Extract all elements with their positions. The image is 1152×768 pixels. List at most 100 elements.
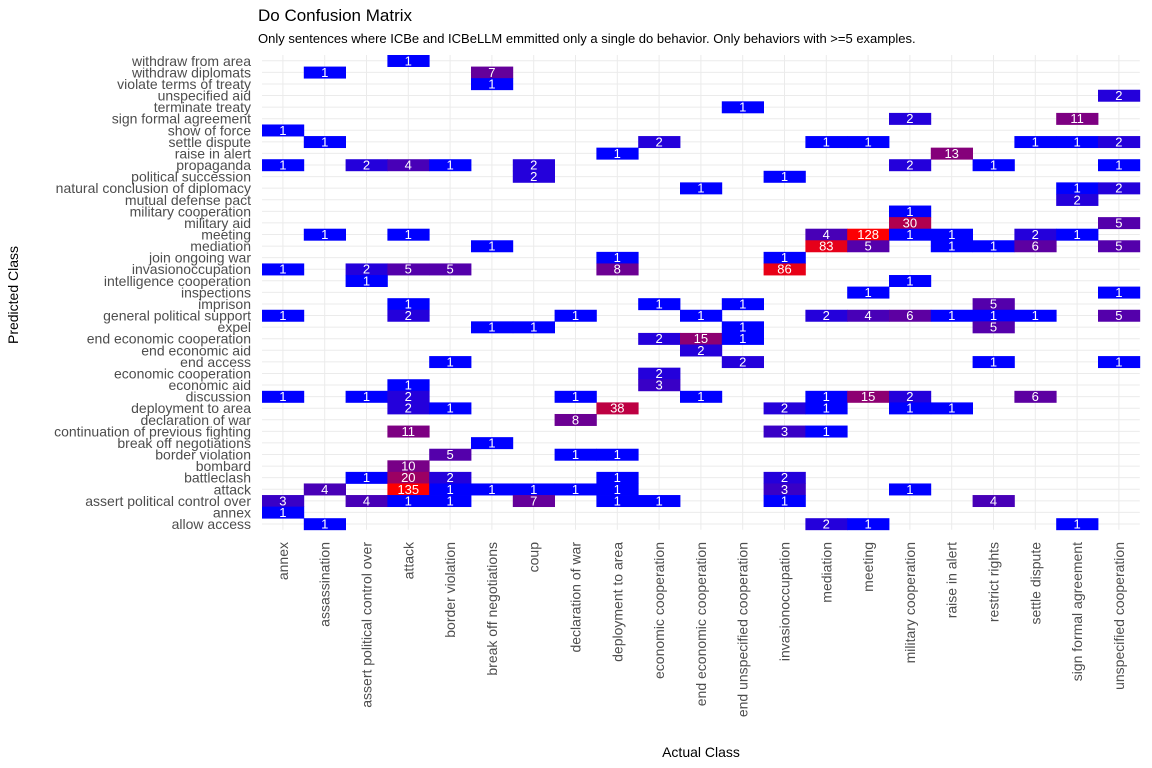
- cell-value-label: 4: [990, 493, 997, 508]
- heatmap-cell-natural-conclusion-of-diplomacy--sign-formal-agreement: [1056, 182, 1099, 195]
- heatmap-cell-deployment-to-area--military-cooperation: [889, 402, 932, 415]
- cell-value-label: 1: [823, 134, 830, 149]
- heatmap-cell-allow-access--sign-formal-agreement: [1056, 518, 1099, 531]
- cell-value-label: 1: [530, 482, 537, 497]
- heatmap-cells: [262, 55, 1141, 531]
- heatmap-cell-unspecified-aid--unspecified-cooperation: [1098, 89, 1141, 102]
- cell-value-label: 10: [401, 459, 415, 474]
- cell-value-label: 1: [1032, 308, 1039, 323]
- x-tick-label: end economic cooperation: [693, 542, 709, 706]
- y-tick-label: propaganda: [176, 157, 251, 173]
- cell-value-label: 8: [614, 262, 621, 277]
- cell-value-label: 4: [405, 158, 412, 173]
- heatmap-cell-deployment-to-area--mediation: [805, 402, 848, 415]
- y-tick-label: border violation: [155, 447, 251, 463]
- heatmap-cell-imprison--restrict-rights: [972, 298, 1015, 311]
- heatmap-cell-settle-dispute--assassination: [303, 136, 346, 149]
- heatmap-cell-border-violation--border-violation: [429, 448, 472, 461]
- heatmap-cell-intelligence-cooperation--assert-political-control-over: [345, 275, 388, 287]
- cell-value-label: 1: [1073, 227, 1080, 242]
- heatmap-cell-attack--assassination: [303, 483, 346, 496]
- heatmap-cell-meeting--raise-in-alert: [930, 228, 973, 241]
- cell-value-label: 2: [906, 111, 913, 126]
- heatmap-cell-meeting--meeting: [847, 228, 890, 241]
- y-tick-label: end access: [180, 354, 251, 370]
- heatmap-cell-invasionoccupation--annex: [262, 263, 305, 276]
- cell-value-label: 1: [614, 146, 621, 161]
- heatmap-cell-deployment-to-area--attack: [387, 402, 430, 415]
- y-tick-label: attack: [214, 481, 252, 497]
- x-tick-label: break off negotiations: [484, 542, 500, 676]
- heatmap-cell-natural-conclusion-of-diplomacy--unspecified-cooperation: [1098, 182, 1141, 195]
- y-tick-label: raise in alert: [175, 145, 251, 161]
- y-tick-label: end economic aid: [141, 342, 251, 358]
- cell-value-label: 8: [572, 412, 579, 427]
- cell-value-label: 1: [321, 227, 328, 242]
- y-tick-label: natural conclusion of diplomacy: [56, 180, 251, 196]
- cell-value-label: 15: [861, 389, 875, 404]
- heatmap-cell-economic-aid--attack: [387, 379, 430, 392]
- cell-value-label: 1: [279, 389, 286, 404]
- y-tick-label: political succession: [131, 169, 251, 185]
- heatmap-cell-discussion--assert-political-control-over: [345, 390, 388, 403]
- gridlines: [262, 55, 1140, 530]
- cell-value-label: 1: [990, 239, 997, 254]
- cell-value-label: 1: [405, 227, 412, 242]
- cell-value-label: 2: [906, 389, 913, 404]
- heatmap-cell-deployment-to-area--deployment-to-area: [596, 402, 639, 415]
- heatmap-cell-battleclash--attack: [387, 471, 430, 484]
- cell-value-label: 30: [903, 215, 917, 230]
- heatmap-cell-mediation--settle-dispute: [1014, 240, 1057, 253]
- heatmap-cell-end-economic-cooperation--economic-cooperation: [638, 332, 681, 345]
- chart-subtitle: Only sentences where ICBe and ICBeLLM em…: [258, 31, 916, 46]
- heatmap-cell-allow-access--meeting: [847, 518, 890, 531]
- heatmap-cell-general-political-support--attack: [387, 309, 430, 322]
- y-tick-label: unspecified aid: [158, 88, 251, 104]
- heatmap-cell-battleclash--invasionoccupation: [763, 471, 806, 484]
- cell-value-label: 1: [823, 401, 830, 416]
- heatmap-cell-mediation--mediation: [805, 240, 848, 253]
- heatmap-cell-propaganda--coup: [512, 159, 555, 172]
- heatmap-cell-end-access--unspecified-cooperation: [1098, 356, 1141, 369]
- heatmap-cell-attack--declaration-of-war: [554, 483, 597, 496]
- cell-value-label: 1: [990, 158, 997, 173]
- heatmap-cell-allow-access--assassination: [303, 518, 346, 531]
- cell-value-label: 3: [781, 482, 788, 497]
- cell-value-label: 1: [948, 227, 955, 242]
- cell-value-label: 1: [1073, 181, 1080, 196]
- cell-value-label: 1: [530, 320, 537, 335]
- x-tick-label: sign formal agreement: [1069, 542, 1085, 681]
- heatmap-cell-withdraw-from-area--attack: [387, 55, 430, 67]
- y-tick-label: continuation of previous fighting: [54, 423, 251, 439]
- cell-value-label: 2: [655, 134, 662, 149]
- cell-value-label: 6: [906, 308, 913, 323]
- heatmap-cell-border-violation--declaration-of-war: [554, 448, 597, 461]
- y-tick-label: assert political control over: [85, 493, 251, 509]
- heatmap-cell-assert-political-control-over--coup: [512, 495, 555, 508]
- heatmap-cell-imprison--end-unspecified-cooperation: [721, 298, 764, 311]
- cell-value-label: 1: [405, 378, 412, 393]
- heatmap-cell-violate-terms-of-treaty--break-off-negotiations: [471, 78, 514, 91]
- heatmap-cell-assert-political-control-over--invasionoccupation: [763, 495, 806, 508]
- cell-value-label: 2: [530, 169, 537, 184]
- x-tick-label: raise in alert: [944, 542, 960, 618]
- cell-value-label: 5: [446, 262, 453, 277]
- heatmap-cell-end-access--end-unspecified-cooperation: [721, 356, 764, 369]
- y-tick-label: deployment to area: [131, 400, 251, 416]
- heatmap-cell-general-political-support--annex: [262, 309, 305, 322]
- cell-value-label: 1: [614, 493, 621, 508]
- cell-value-label: 1: [279, 123, 286, 138]
- cell-value-label: 1: [446, 493, 453, 508]
- heatmap-cell-meeting--settle-dispute: [1014, 228, 1057, 241]
- heatmap-cell-settle-dispute--sign-formal-agreement: [1056, 136, 1099, 149]
- heatmap-cell-end-economic-cooperation--end-economic-cooperation: [680, 332, 723, 345]
- heatmap-cell-general-political-support--meeting: [847, 309, 890, 322]
- heatmap-cell-invasionoccupation--attack: [387, 263, 430, 276]
- heatmap-cell-annex--annex: [262, 506, 305, 519]
- cell-value-label: 2: [697, 343, 704, 358]
- cell-value-label: 3: [655, 378, 662, 393]
- cell-value-label: 1: [279, 505, 286, 520]
- cell-value-label: 1: [572, 482, 579, 497]
- cell-value-label: 2: [823, 516, 830, 531]
